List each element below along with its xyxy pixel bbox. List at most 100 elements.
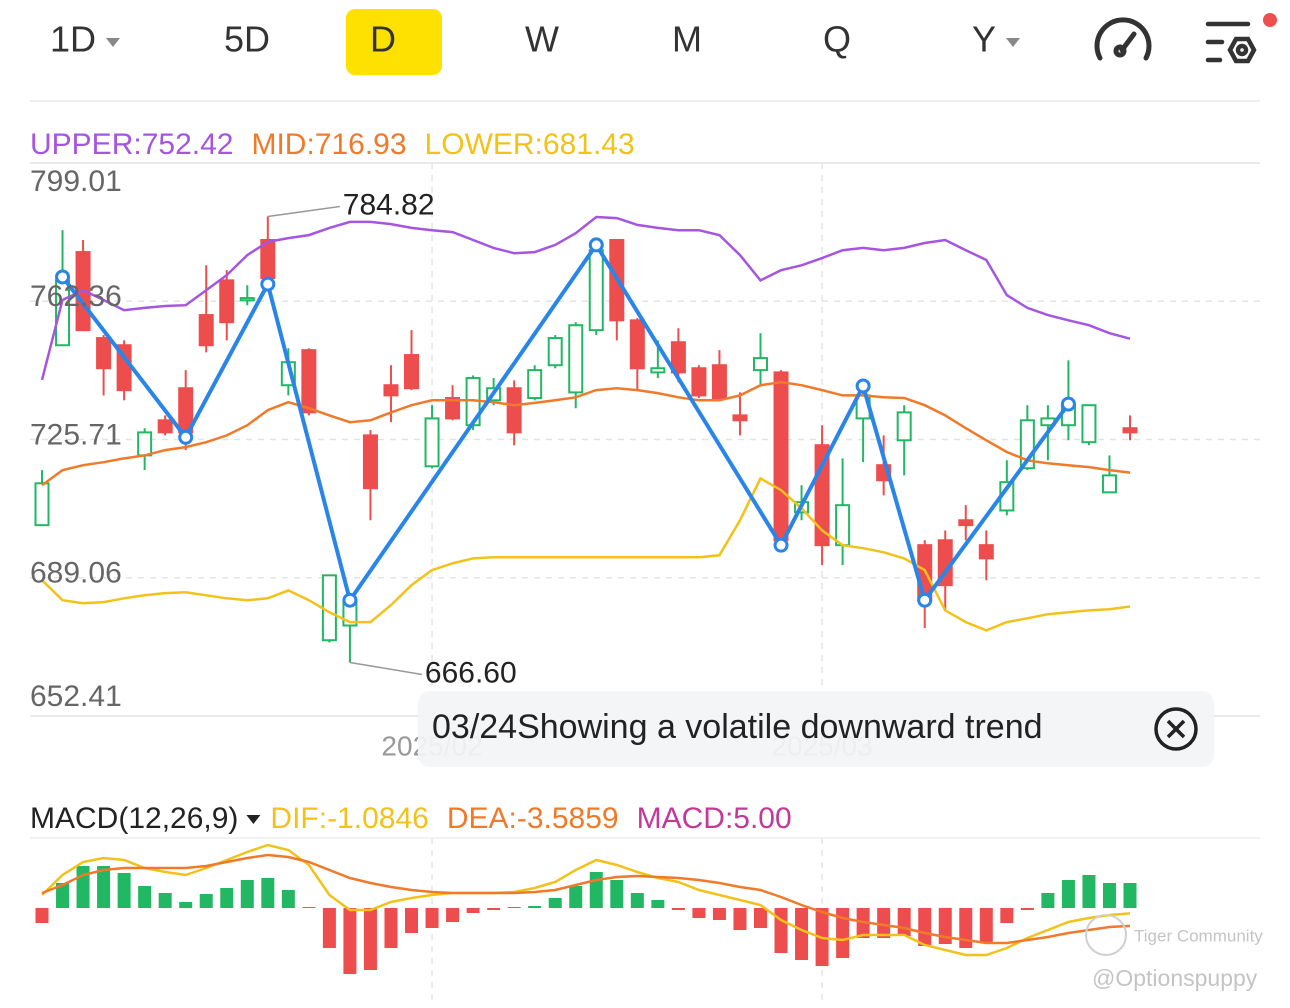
macd-bar [1082,875,1096,908]
macd-bar [877,908,891,938]
candle-body [383,384,399,397]
macd-bar [692,908,706,918]
zigzag-point [342,592,358,608]
macd-bar [979,908,993,943]
macd-bar [1123,883,1137,908]
macd-bar [774,908,788,953]
candle-body [219,279,235,324]
macd-bar [97,866,111,908]
macd-bar [795,908,809,960]
timeframe-tab[interactable]: Q [823,19,851,60]
candle-body [1122,427,1138,434]
close-circle [1154,707,1198,751]
candle-body [1101,474,1117,494]
candle-body [445,397,461,420]
gauge-hub [1113,44,1127,58]
zigzag-point [917,592,933,608]
tooltip-text: 03/24Showing a volatile downward trend [432,708,1043,746]
band-line [41,476,1131,632]
timeframe-tab[interactable]: Y [972,19,996,60]
gauge-arc [1094,17,1152,61]
macd-bar [138,886,152,908]
zigzag-point [178,429,194,445]
zigzag-point [260,276,276,292]
macd-bar [302,907,316,908]
macd-bar [630,893,644,908]
zigzag-point [855,378,871,394]
dropdown-arrow [246,815,261,824]
candle-body [239,297,255,302]
timeframe-tab[interactable]: M [672,19,702,60]
macd-legend: DIF:-1.0846 [270,802,428,835]
dropdown-arrow [1006,38,1020,47]
candle-body [96,337,112,370]
candle-body [157,419,173,434]
zigzag-point [1060,396,1076,412]
macd-bar [1020,908,1034,910]
candle-body [568,324,584,394]
macd-bar [220,888,234,908]
dropdown-arrow [106,38,120,47]
macd-line [41,853,1131,945]
y-tick-label: 762.36 [30,280,122,313]
macd-title[interactable]: MACD(12,26,9) [30,802,238,835]
candle-body [1081,404,1097,444]
tooltip-box [418,691,1214,767]
macd-bar [1000,908,1014,923]
y-tick-label: 652.41 [30,680,122,713]
macd-bar [651,900,665,908]
macd-bar [938,908,952,944]
timeframe-tab[interactable]: W [525,19,559,60]
macd-bar [753,908,767,928]
candle-body [711,364,727,400]
candle-body [732,414,748,422]
close-x [1166,719,1186,739]
candle-body [896,411,912,442]
macd-bar [836,908,850,958]
macd-bar [733,908,747,930]
close-icon[interactable] [1154,707,1198,751]
macd-bar [35,908,49,923]
macd-bar [405,908,419,933]
candle-body [978,544,994,560]
annotation-leader [267,205,340,218]
timeframe-tab[interactable]: 5D [224,19,270,60]
macd-legend: MACD:5.00 [637,802,792,835]
macd-bar [589,872,603,908]
annotation-label: 784.82 [343,188,435,221]
candle-body [362,434,378,490]
macd-bar [1102,883,1116,908]
timeframe-tab[interactable]: 1D [50,19,96,60]
speed-icon[interactable] [1094,17,1152,61]
selected-tab-bg [346,9,442,75]
band-line [40,215,1131,381]
timeframe-tab[interactable]: D [370,19,396,60]
settings-icon[interactable] [1205,21,1257,64]
band-legend: LOWER:681.43 [425,128,635,161]
macd-bar [1061,880,1075,908]
candle-body [629,319,645,370]
macd-bar [610,880,624,908]
macd-bar [425,908,439,928]
macd-bar [466,908,480,913]
icon-hole [1235,43,1249,57]
icon-hex [1227,36,1257,64]
macd-bar [179,902,193,908]
macd-bar [117,873,131,908]
candle-body [835,504,851,547]
macd-bar [918,908,932,946]
macd-legend: DEA:-3.5859 [447,802,619,835]
zigzag-point [588,237,604,253]
candle-body [301,349,317,414]
band-legend: UPPER:752.42 [30,128,233,161]
macd-bar [343,908,357,974]
macd-bar [261,878,275,908]
y-tick-label: 689.06 [30,557,122,590]
macd-bar [487,908,501,910]
candle-body [547,337,563,367]
candle-body [527,369,543,400]
notification-dot [1263,13,1277,27]
candle-body [650,367,666,374]
macd-bar [158,893,172,908]
